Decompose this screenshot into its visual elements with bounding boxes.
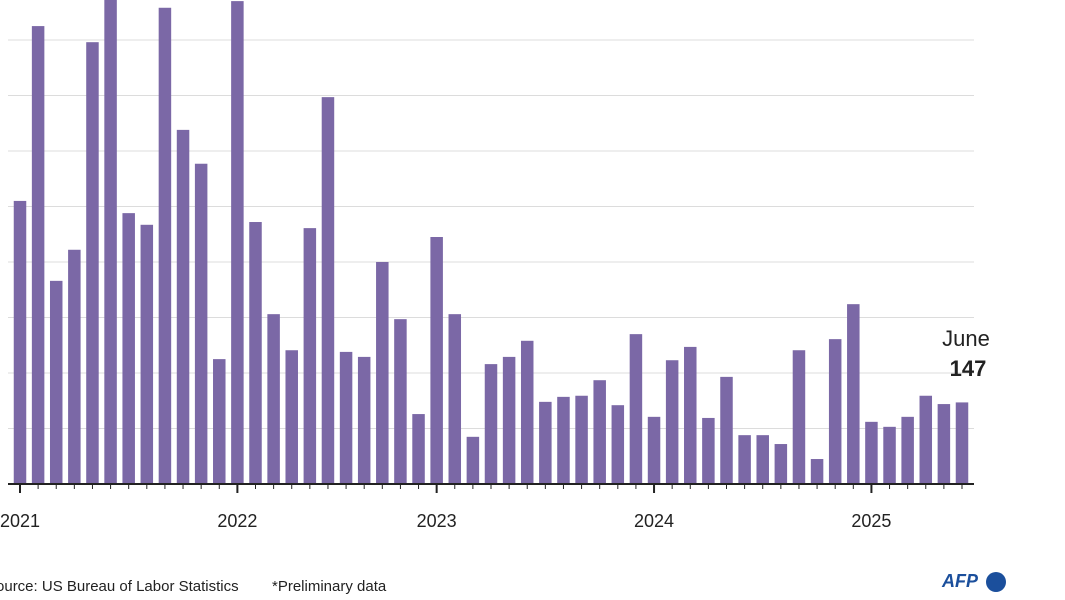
bar <box>665 360 679 484</box>
bar <box>466 436 480 484</box>
bar <box>883 426 896 484</box>
bar <box>376 261 389 484</box>
bar <box>865 421 878 484</box>
bar <box>684 346 697 484</box>
source: Source: US Bureau of Labor Statistics <box>0 578 239 595</box>
bar <box>919 395 933 484</box>
annotation: June <box>942 326 990 351</box>
bar <box>194 163 208 484</box>
bar <box>267 314 280 484</box>
bar <box>792 350 806 484</box>
bar <box>285 350 298 484</box>
bar <box>955 402 969 484</box>
bar <box>629 334 643 484</box>
bar <box>412 414 425 484</box>
bar <box>647 416 661 484</box>
bar <box>575 395 588 484</box>
x-tick-label: 2021 <box>0 511 40 531</box>
bar <box>49 280 63 484</box>
bar <box>68 249 81 484</box>
bar <box>484 364 498 484</box>
bar <box>593 380 606 484</box>
x-tick-label: 2023 <box>417 511 457 531</box>
bar <box>520 340 534 484</box>
bar <box>339 351 353 484</box>
bar <box>738 435 751 484</box>
bar <box>104 0 117 485</box>
bar <box>394 319 407 484</box>
bar <box>539 401 552 484</box>
bar <box>357 356 371 484</box>
bar <box>611 405 625 484</box>
bar <box>86 42 99 485</box>
bar <box>249 222 262 484</box>
x-tick-label: 2025 <box>851 511 891 531</box>
x-tick-label: 2022 <box>217 511 257 531</box>
bar <box>502 356 516 484</box>
bar <box>937 404 951 484</box>
bar <box>557 396 570 484</box>
bar <box>176 129 190 484</box>
bar <box>774 444 788 484</box>
bar <box>303 228 317 484</box>
bar <box>810 459 824 484</box>
bar <box>321 97 335 484</box>
value-label: 147 <box>950 356 987 381</box>
note: *Preliminary data <box>272 578 387 595</box>
logo-text: AFP <box>941 571 979 591</box>
bar <box>13 200 27 484</box>
bar <box>122 213 135 484</box>
bar <box>158 7 172 485</box>
bar <box>213 359 226 484</box>
bar <box>702 417 715 484</box>
bar <box>430 237 443 484</box>
logo-dot <box>986 572 1006 592</box>
bar <box>231 1 244 485</box>
bar <box>140 224 154 484</box>
bar <box>31 26 45 484</box>
bar <box>901 416 914 484</box>
bar <box>720 376 733 484</box>
bar <box>847 304 860 484</box>
bar <box>828 339 842 484</box>
bar <box>448 314 462 484</box>
bar <box>756 435 769 484</box>
x-tick-label: 2024 <box>634 511 674 531</box>
